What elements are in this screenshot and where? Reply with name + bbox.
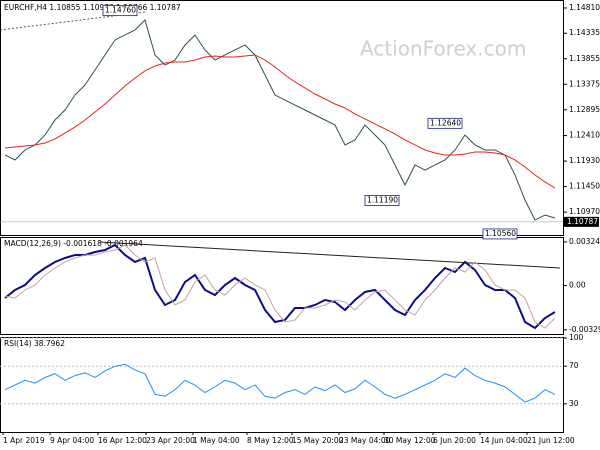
annotation-box [364,195,400,206]
x-tick-label: 6 Jun 20:00 [433,436,476,445]
x-tick-label: 9 Apr 04:00 [50,436,94,445]
annotation-box [427,117,463,129]
y-tick-label: 30 [569,399,579,408]
series-line [4,243,556,330]
annotation-box [102,5,138,17]
series-line [4,19,556,221]
x-tick-label: 21 Jun 12:00 [527,436,575,445]
x-tick-label: 1 May 04:00 [193,436,240,445]
x-tick-label: 8 May 12:00 [247,436,294,445]
y-tick-label: -0.003293 [569,325,600,334]
series-line [4,244,556,329]
x-tick-label: 30 May 12:00 [384,436,436,445]
chart-title: RSI(14) 38.7962 [4,339,65,348]
y-tick-label: 1.11930 [569,156,600,165]
y-tick-label: 0.003249 [569,237,600,246]
y-tick-label: 1.12410 [569,131,600,140]
last-price-label: 1.10787 [567,217,598,226]
x-tick-label: 1 Apr 2019 [3,436,45,445]
x-tick-label: 23 Apr 20:00 [146,436,195,445]
annotation-label: 1.14760 [105,6,136,15]
series-line [4,54,556,189]
y-tick-label: 100 [569,333,584,342]
y-tick-label: 1.10970 [569,207,600,216]
last-price-box [564,216,599,227]
annotation-label: 1.10560 [485,229,516,238]
annotation-label: 1.11190 [367,195,398,204]
y-tick-label: 1.14810 [569,3,600,12]
y-tick-label: 1.13375 [569,79,600,88]
y-tick-label: 0.00 [569,281,586,290]
x-tick-label: 16 Apr 12:00 [98,436,147,445]
series-line [4,363,556,403]
y-tick-label: 70 [569,361,579,370]
annotation-box [482,228,518,240]
trend-line [99,241,561,269]
x-tick-label: 14 Jun 04:00 [480,436,528,445]
chart-title: MACD(12,26,9) -0.001618 -0.001964 [4,239,143,248]
y-tick-label: 1.14335 [569,28,600,37]
y-tick-label: 1.13855 [569,54,600,63]
chart-title: EURCHF,H4 1.10855 1.10972 1.10766 1.1078… [4,3,181,12]
x-tick-label: 23 May 04:00 [339,436,391,445]
y-tick-label: 1.11450 [569,182,600,191]
watermark: ActionForex.com [360,37,526,61]
annotation-label: 1.12640 [430,118,461,127]
price-panel [0,0,564,236]
y-tick-label: 1.12895 [569,105,600,114]
x-tick-label: 15 May 20:00 [292,436,344,445]
